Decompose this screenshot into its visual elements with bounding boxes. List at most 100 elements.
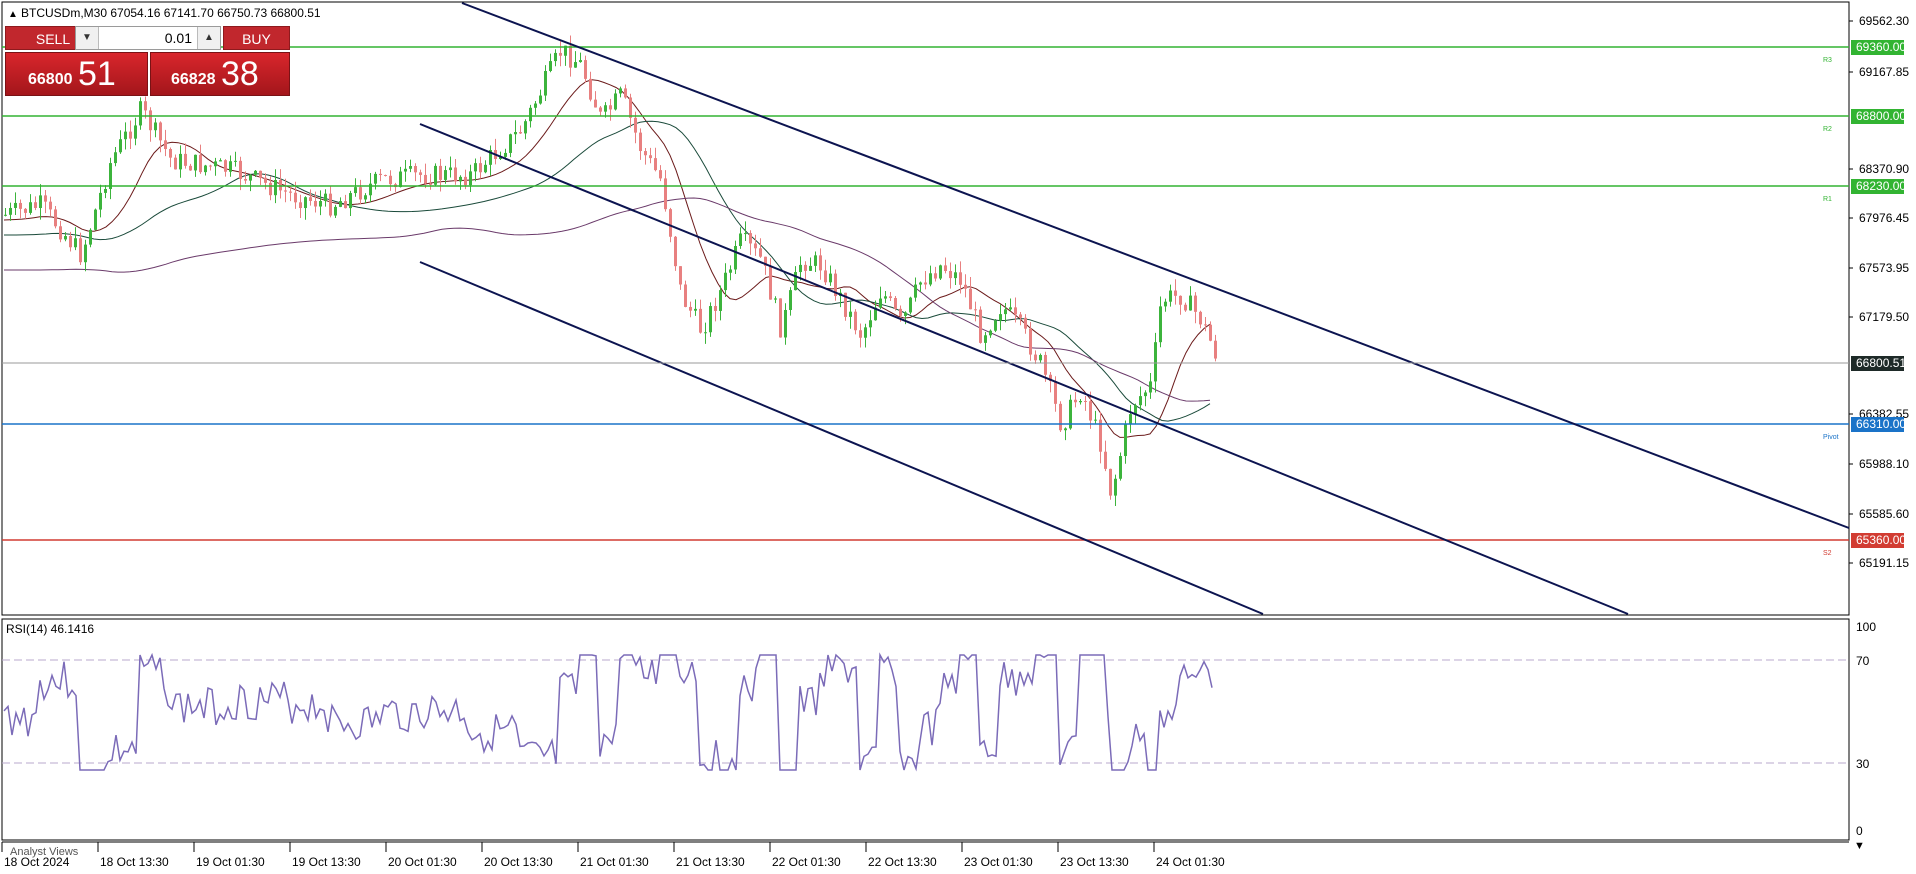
candle-body [759, 248, 762, 257]
candle-body [424, 174, 427, 184]
current-price-tag [1851, 356, 1904, 371]
candle-body [479, 163, 482, 173]
candle-body [184, 153, 187, 166]
candle-body [149, 110, 152, 131]
candle-body [144, 101, 147, 111]
scroll-down-icon[interactable]: ▼ [1854, 840, 1865, 852]
candle-body [874, 307, 877, 321]
candle-body [359, 187, 362, 200]
buy-price-box[interactable]: 66828 38 [150, 52, 290, 96]
candle-body [884, 296, 887, 299]
level-tag-label: R2 [1823, 126, 1832, 133]
level-price-label: 68800.00 [1856, 109, 1906, 123]
candle-body [894, 298, 897, 309]
candle-body [729, 269, 732, 273]
candle-body [934, 273, 937, 279]
candle-body [159, 122, 162, 141]
candle-body [414, 166, 417, 173]
candle-body [194, 154, 197, 171]
price-tick: 65585.60 [1859, 507, 1909, 521]
candle-body [244, 179, 247, 181]
candle-body [229, 161, 232, 172]
lot-size-stepper[interactable]: ▼ 0.01 ▲ [75, 26, 221, 50]
candle-body [1194, 295, 1197, 312]
candle-body [1089, 401, 1092, 421]
candle-body [1099, 419, 1102, 452]
candle-body [39, 195, 42, 208]
candle-body [214, 161, 217, 167]
candle-body [354, 187, 357, 194]
level-price-label: 69360.00 [1856, 40, 1906, 54]
candlesticks [4, 35, 1217, 506]
candle-body [374, 173, 377, 184]
candle-body [1169, 290, 1172, 302]
candle-body [1069, 399, 1072, 429]
candle-body [364, 195, 367, 200]
candle-body [794, 272, 797, 291]
time-label: 24 Oct 01:30 [1156, 855, 1225, 869]
candle-body [644, 151, 647, 156]
channel-lower-line[interactable] [419, 261, 1264, 615]
time-label: 20 Oct 01:30 [388, 855, 457, 869]
candle-body [284, 190, 287, 192]
candle-body [34, 202, 37, 208]
candle-body [849, 311, 852, 317]
candle-body [669, 209, 672, 237]
candle-body [94, 209, 97, 230]
candle-body [1204, 324, 1207, 326]
moving-average-fast [3, 79, 1211, 438]
level-tag-label: Pivot [1823, 434, 1839, 441]
candle-body [979, 309, 982, 343]
candle-body [469, 171, 472, 186]
level-price-tag [1851, 533, 1904, 548]
time-label: 20 Oct 13:30 [484, 855, 553, 869]
level-tags: 69360.00 R3 68800.00 R2 68230.00 R1 66310.00 Pi… [1823, 40, 1906, 557]
candle-body [114, 152, 117, 164]
lot-increase-icon[interactable]: ▲ [197, 27, 220, 49]
level-price-label: 65360.00 [1856, 533, 1906, 547]
candle-body [1084, 401, 1087, 403]
candle-body [1174, 290, 1177, 296]
time-label: 19 Oct 13:30 [292, 855, 361, 869]
candle-body [29, 202, 32, 213]
candle-body [369, 183, 372, 196]
candle-body [834, 273, 837, 297]
candle-body [679, 266, 682, 285]
candle-body [594, 99, 597, 108]
price-tick: 68370.90 [1859, 162, 1909, 176]
candle-body [734, 246, 737, 270]
lot-size-value[interactable]: 0.01 [164, 30, 192, 46]
candle-body [1199, 311, 1202, 325]
channel-middle-line[interactable] [419, 123, 1629, 615]
candle-body [859, 330, 862, 338]
candle-body [564, 45, 567, 56]
buy-button[interactable]: BUY [223, 26, 290, 50]
candle-body [809, 265, 812, 271]
analyst-views-tab[interactable]: Analyst Views [10, 846, 79, 858]
candle-body [519, 132, 522, 134]
candle-body [824, 270, 827, 283]
current-price-label: 66800.51 [1856, 356, 1906, 370]
candle-body [189, 165, 192, 171]
candle-body [109, 163, 112, 190]
candle-body [899, 308, 902, 316]
candle-body [1164, 301, 1167, 307]
candle-body [124, 131, 127, 140]
candle-body [409, 166, 412, 169]
candle-body [704, 332, 707, 334]
candle-body [1214, 340, 1217, 359]
candle-body [869, 320, 872, 328]
lot-decrease-icon[interactable]: ▼ [76, 27, 99, 49]
candle-body [514, 132, 517, 135]
candle-body [769, 265, 772, 300]
channel-upper-line[interactable] [461, 2, 1850, 529]
candle-body [699, 308, 702, 333]
candle-body [319, 201, 322, 207]
candle-body [1149, 381, 1152, 393]
candle-body [949, 271, 952, 279]
candle-body [819, 255, 822, 271]
moving-average-slow [4, 197, 1211, 402]
time-label: 21 Oct 01:30 [580, 855, 649, 869]
sell-price-box[interactable]: 66800 51 [5, 52, 148, 96]
